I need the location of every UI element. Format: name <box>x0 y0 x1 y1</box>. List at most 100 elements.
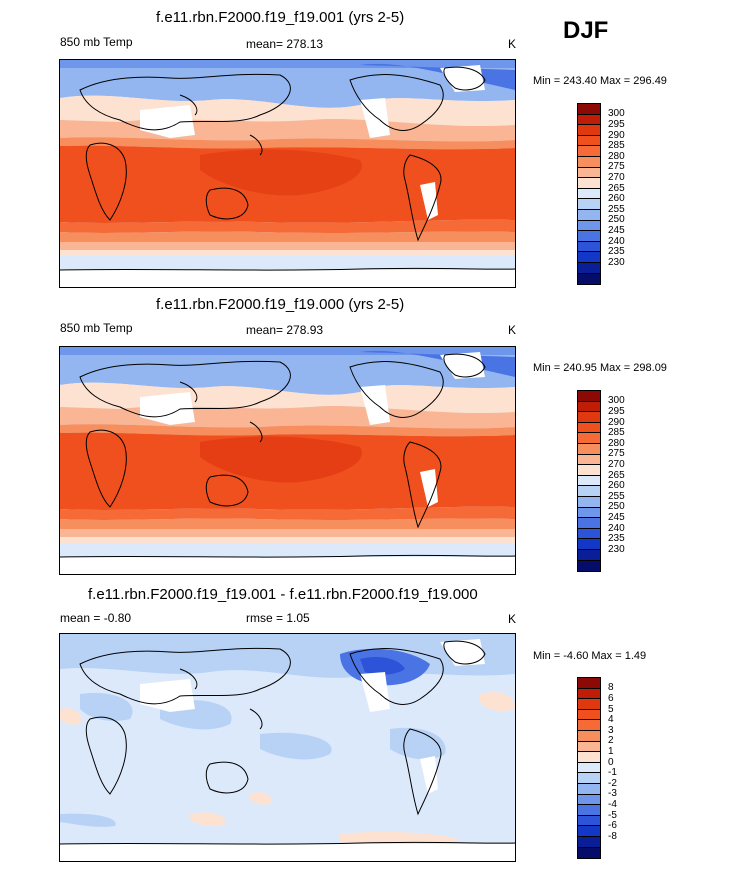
panel-1-units-label: K <box>508 37 517 51</box>
panel-3-rmse-label: rmse = 1.05 <box>246 611 310 625</box>
colorbar-1-tick-label: 240 <box>608 236 625 247</box>
colorbar-1-box <box>578 209 600 221</box>
panel-1-map <box>59 59 516 288</box>
colorbar-3-tick-label: -6 <box>608 820 617 831</box>
colorbar-3-tick-label: 8 <box>608 682 614 693</box>
colorbar-1-tick-label: 255 <box>608 204 625 215</box>
colorbar-2-box <box>578 465 600 476</box>
colorbar-2-tick-label: 245 <box>608 512 625 523</box>
colorbar-1-tick-label: 235 <box>608 246 625 257</box>
colorbar-3-box <box>578 805 600 816</box>
colorbar-2-box <box>578 443 600 455</box>
panel-3-map-svg <box>60 634 515 861</box>
colorbar-2-tick-label: 260 <box>608 480 625 491</box>
colorbar-1-box <box>578 252 600 263</box>
colorbar-1-box <box>578 125 600 136</box>
panel-2-colorbar <box>577 390 601 572</box>
colorbar-2-box <box>578 496 600 508</box>
colorbar-2-tick-label: 240 <box>608 523 625 534</box>
colorbar-3-box <box>578 815 600 827</box>
colorbar-2-box <box>578 539 600 550</box>
panel-3-units-label: K <box>508 612 517 626</box>
colorbar-1-box <box>578 146 600 157</box>
colorbar-2-tick-label: 235 <box>608 533 625 544</box>
colorbar-2-tick-label: 230 <box>608 544 625 555</box>
colorbar-2-tick-label: 255 <box>608 491 625 502</box>
colorbar-1-box <box>578 241 600 253</box>
colorbar-3-tick-label: -1 <box>608 767 617 778</box>
colorbar-3-box <box>578 836 600 848</box>
panel-2-mean-label: mean= 278.93 <box>246 323 324 337</box>
colorbar-2-box <box>578 433 600 444</box>
colorbar-1-box <box>578 273 600 285</box>
colorbar-3-box <box>578 720 600 731</box>
colorbar-1-box <box>578 199 600 210</box>
colorbar-3-tick-label: -2 <box>608 778 617 789</box>
colorbar-3-box <box>578 678 600 689</box>
panel-3-minmax: Min = -4.60 Max = 1.49 <box>533 650 647 662</box>
panel-1-variable-label: 850 mb Temp <box>60 35 133 49</box>
colorbar-3-box <box>578 762 600 774</box>
colorbar-3-tick-label: 3 <box>608 725 614 736</box>
panel-1-minmax: Min = 243.40 Max = 296.49 <box>533 75 667 87</box>
colorbar-1-tick-label: 260 <box>608 193 625 204</box>
colorbar-1-box <box>578 220 600 232</box>
colorbar-2-box <box>578 518 600 529</box>
panel-1-map-svg <box>60 60 515 287</box>
panel-3-map <box>59 633 516 862</box>
colorbar-1-tick-label: 270 <box>608 172 625 183</box>
colorbar-1-tick-label: 230 <box>608 257 625 268</box>
colorbar-3-tick-label: -5 <box>608 810 617 821</box>
colorbar-3-tick-label: -3 <box>608 788 617 799</box>
colorbar-3-tick-label: 4 <box>608 714 614 725</box>
panel-2-units-label: K <box>508 323 517 337</box>
panel-1-title: f.e11.rbn.F2000.f19_f19.001 (yrs 2-5) <box>156 9 405 26</box>
colorbar-1-tick-label: 265 <box>608 183 625 194</box>
panel-2-map-svg <box>60 347 515 574</box>
colorbar-3-tick-label: 5 <box>608 704 614 715</box>
colorbar-1-box <box>578 135 600 147</box>
colorbar-3-box <box>578 826 600 837</box>
panel-2-variable-label: 850 mb Temp <box>60 321 133 335</box>
colorbar-1-tick-label: 290 <box>608 130 625 141</box>
colorbar-2-box <box>578 528 600 540</box>
colorbar-2-tick-label: 275 <box>608 448 625 459</box>
colorbar-3-tick-label: 0 <box>608 757 614 768</box>
colorbar-2-tick-label: 270 <box>608 459 625 470</box>
colorbar-3-tick-label: 1 <box>608 746 614 757</box>
colorbar-1-tick-label: 285 <box>608 140 625 151</box>
colorbar-2-box <box>578 422 600 434</box>
colorbar-3-box <box>578 794 600 806</box>
colorbar-3-box <box>578 709 600 721</box>
colorbar-3-box <box>578 783 600 795</box>
colorbar-1-box <box>578 156 600 168</box>
colorbar-3-box <box>578 730 600 742</box>
season-label: DJF <box>563 17 609 44</box>
colorbar-3-tick-label: -8 <box>608 831 617 842</box>
colorbar-1-box <box>578 104 600 115</box>
colorbar-3-tick-label: -4 <box>608 799 617 810</box>
colorbar-1-box <box>578 114 600 126</box>
colorbar-1-box <box>578 167 600 179</box>
colorbar-1-tick-label: 245 <box>608 225 625 236</box>
colorbar-3-box <box>578 847 600 859</box>
colorbar-3-box <box>578 773 600 784</box>
panel-3-colorbar <box>577 677 601 859</box>
colorbar-2-box <box>578 560 600 572</box>
colorbar-1-box <box>578 188 600 200</box>
colorbar-2-tick-label: 265 <box>608 470 625 481</box>
colorbar-2-box <box>578 401 600 413</box>
colorbar-2-box <box>578 412 600 423</box>
colorbar-2-box <box>578 486 600 497</box>
colorbar-2-box <box>578 507 600 519</box>
colorbar-1-box <box>578 262 600 274</box>
colorbar-1-tick-label: 275 <box>608 161 625 172</box>
colorbar-3-box <box>578 688 600 700</box>
colorbar-2-box <box>578 475 600 487</box>
panel-1-colorbar <box>577 103 601 285</box>
colorbar-1-box <box>578 231 600 242</box>
colorbar-1-box <box>578 178 600 189</box>
colorbar-1-tick-label: 280 <box>608 151 625 162</box>
colorbar-3-tick-label: 2 <box>608 735 614 746</box>
colorbar-2-box <box>578 391 600 402</box>
